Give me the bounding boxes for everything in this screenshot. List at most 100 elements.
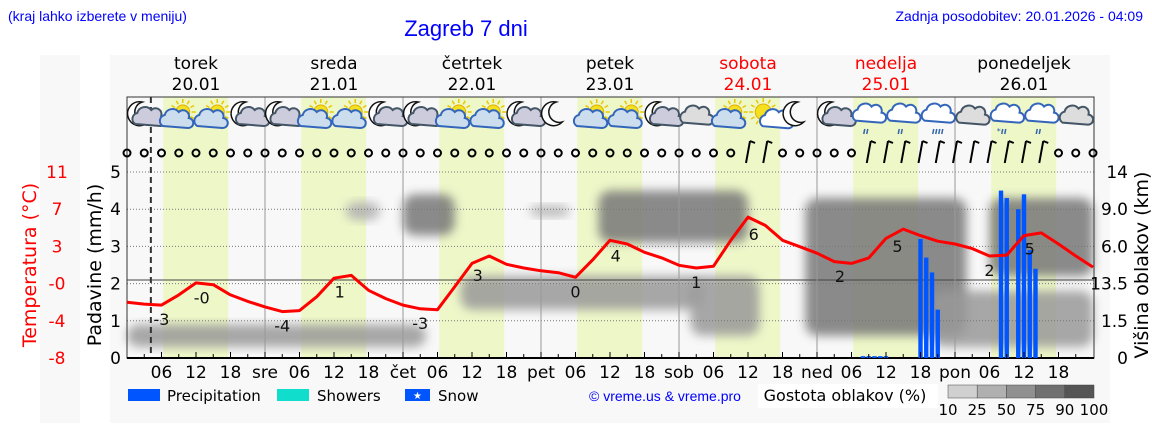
sun-ray (343, 104, 348, 109)
cloud-icon (158, 108, 195, 129)
wind-calm-icon (795, 148, 805, 158)
temperature-label: 2 (984, 261, 994, 280)
x-tick-label: sob (664, 363, 694, 383)
cloud-density-patch (932, 291, 1093, 347)
x-tick-label: 18 (358, 363, 380, 383)
sun-ray (324, 100, 328, 105)
precipitation-bar (1027, 250, 1032, 358)
wind-barb-icon (986, 140, 993, 164)
wind-barb-icon (900, 140, 907, 164)
temperature-label: -3 (154, 310, 170, 329)
x-tick-label: 06 (703, 363, 725, 383)
temperature-label: 1 (335, 282, 345, 301)
temp-axis-panel (40, 55, 80, 423)
wind-calm-icon (847, 148, 856, 158)
page-title: Zagreb 7 dni (404, 16, 528, 41)
x-tick-label: 12 (1013, 363, 1035, 383)
cloud-height-tick-label: 14 (1106, 163, 1128, 183)
x-tick-label: 18 (496, 363, 518, 383)
day-date: 26.01 (1000, 75, 1049, 95)
wind-calm-icon (502, 148, 511, 158)
sun-ray (221, 100, 225, 105)
x-tick-label: 06 (841, 363, 863, 383)
precipitation-axis-label: Padavine (mm/h) (84, 184, 106, 347)
temperature-label: 2 (835, 267, 845, 286)
density-legend: 10 25 50 75 90 100 (938, 384, 1108, 419)
temperature-series: -3 -0 -4 1 -3 3 0 4 1 6 2 5 2 5 (126, 215, 1094, 336)
temp-tick-label: 3 (52, 237, 63, 257)
sun-ray (486, 100, 490, 105)
x-tick-label: 18 (220, 363, 242, 383)
sun-ray (362, 104, 367, 109)
wind-calm-icon (260, 148, 270, 158)
wind-calm-icon (726, 148, 736, 158)
rain-drop (866, 128, 869, 135)
cloud-icon (572, 108, 609, 129)
cloud-icon (851, 102, 888, 124)
wind-calm-icon (122, 148, 132, 158)
sun-ray (742, 104, 747, 109)
sun-ray (755, 120, 759, 125)
wind-calm-icon (484, 148, 494, 158)
x-tick-label: 06 (289, 363, 311, 383)
precipitation-bar (998, 190, 1004, 358)
cloud-icon (989, 102, 1026, 124)
cloud-icon (193, 108, 229, 129)
wind-barb-flag (922, 140, 928, 144)
cloud-icon (1058, 104, 1095, 126)
temp-tick-label: 7 (52, 200, 63, 220)
wind-barb-flag (1008, 140, 1015, 144)
wind-calm-icon (829, 148, 839, 158)
day-name: petek (586, 54, 634, 74)
cloud-density-patch (403, 194, 455, 236)
wind-barb-icon (952, 140, 958, 164)
cloud-density-patch (989, 198, 1093, 277)
temperature-label: 0 (570, 282, 580, 301)
x-tick-label: 06 (565, 363, 587, 383)
sun-ray (348, 100, 352, 105)
daylight-band (301, 97, 367, 358)
sun-ray (210, 100, 214, 105)
location-hint[interactable]: (kraj lahko izberete v meniju) (8, 8, 187, 24)
credit-link[interactable]: © vreme.us & vreme.pro (589, 388, 741, 404)
x-tick-label: ned (801, 363, 833, 383)
density-swatch (976, 384, 1007, 399)
sun-ray (481, 104, 486, 109)
precipitation-bar (924, 257, 929, 358)
precipitation-bars (860, 190, 1038, 358)
sun-ray (589, 100, 593, 105)
day-name: četrtek (442, 54, 503, 74)
moon-cloud-icon (644, 100, 685, 127)
precipitation-bar (872, 356, 877, 358)
rain-drop (938, 128, 941, 135)
sun-ray (328, 115, 333, 120)
sun-ray (624, 100, 628, 105)
legend-snow-swatch (405, 389, 430, 401)
rain-drop (935, 128, 938, 135)
cloud-icon (955, 104, 991, 126)
x-tick-label: 12 (185, 363, 207, 383)
wind-barb-flag (956, 140, 963, 144)
x-tick-label: 12 (323, 363, 345, 383)
temperature-label: -0 (194, 288, 210, 307)
wind-barb-icon (762, 140, 769, 164)
rain-drop (1001, 128, 1004, 135)
precipitation-bar (1004, 198, 1009, 358)
day-name: torek (174, 54, 218, 74)
moon-cloud-icon (506, 100, 547, 127)
wind-calm-icon (295, 148, 304, 158)
sun-ray (500, 115, 505, 120)
sun-cloud-icon (710, 99, 748, 129)
grid (126, 96, 1095, 359)
cloud-height-tick-label: 13.5 (1090, 275, 1128, 295)
x-tick-label: 12 (599, 363, 621, 383)
wind-barb-flag (991, 140, 997, 144)
sun-cloud-icon (193, 99, 231, 129)
sun-ray (771, 104, 776, 108)
sun-ray (466, 104, 471, 109)
cloud-icon (469, 108, 505, 129)
cloud-density-patch (127, 324, 426, 347)
weather-icons-row: * (126, 98, 1095, 136)
precip-tick-label: 4 (110, 200, 121, 220)
